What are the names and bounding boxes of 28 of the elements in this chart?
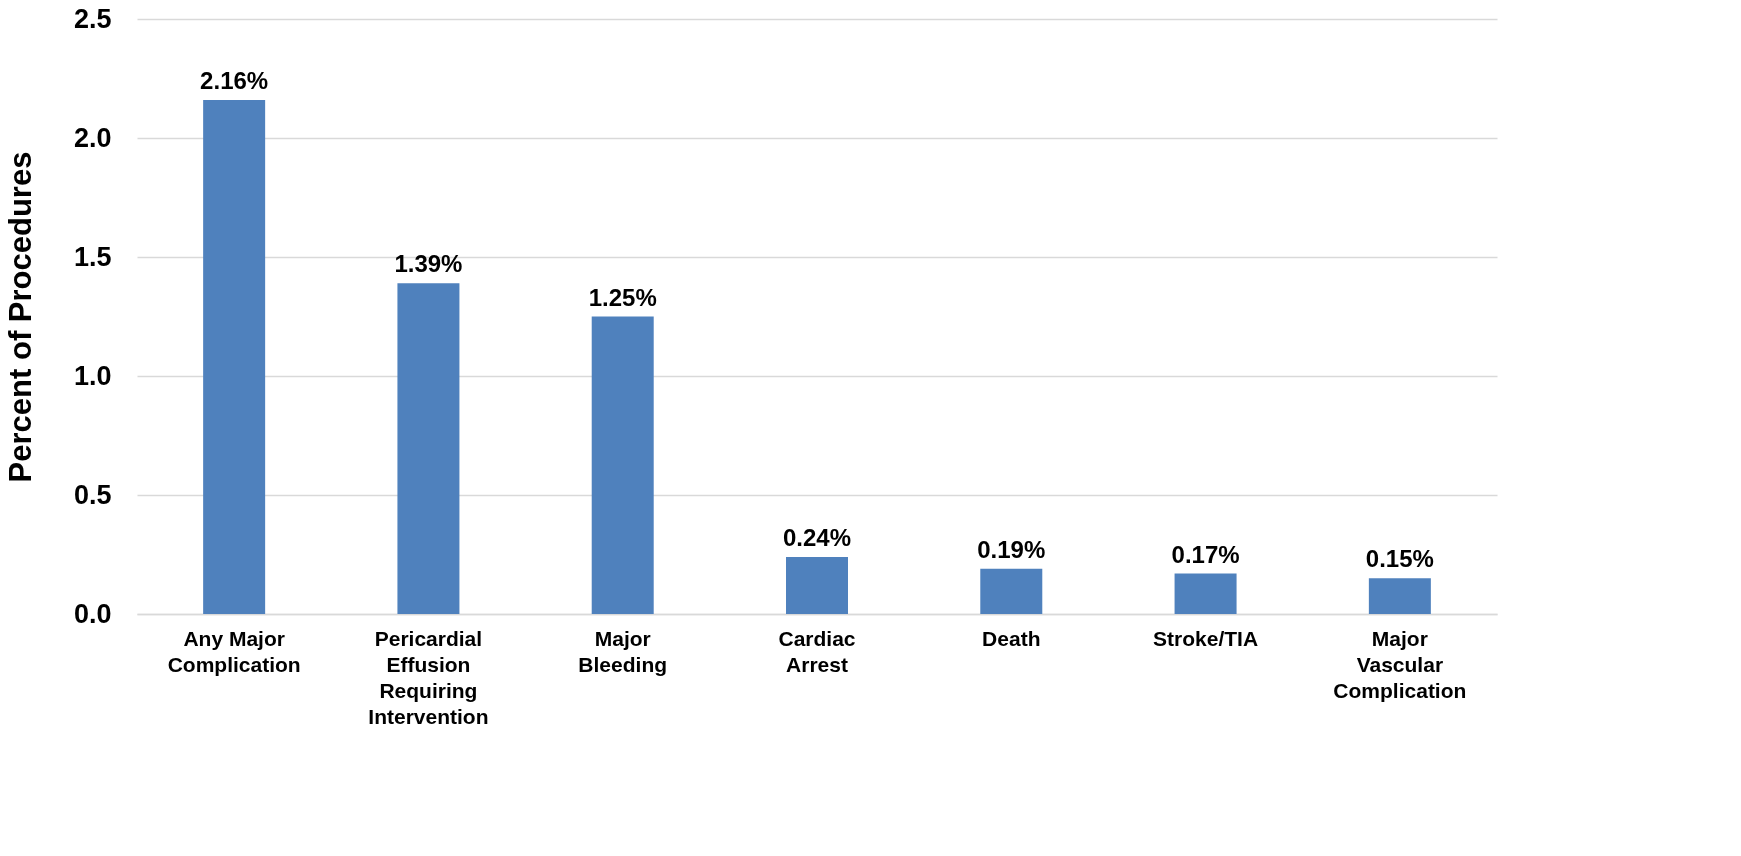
y-tick-label: 1.0 [73, 360, 112, 391]
bar [203, 99, 266, 614]
x-tick-label: Any Major Complication [167, 626, 301, 676]
data-label: 0.15% [1365, 545, 1434, 573]
data-label: 0.24% [782, 523, 852, 551]
y-tick-label: 2.5 [73, 3, 112, 34]
y-axis-title: Percent of Procedures [2, 151, 38, 483]
x-tick-label: Major Bleeding [578, 626, 668, 676]
data-label: 1.39% [394, 250, 463, 278]
bar [980, 568, 1043, 614]
bar [1368, 578, 1431, 614]
data-label: 2.16% [200, 66, 269, 94]
y-tick-label: 0.0 [73, 598, 112, 629]
bar [786, 556, 848, 614]
bar [1174, 573, 1237, 614]
y-tick-label: 1.5 [73, 241, 112, 272]
bar [591, 316, 654, 614]
data-label: 0.17% [1171, 540, 1240, 568]
y-tick-label: 2.0 [73, 122, 112, 153]
x-tick-label: Pericardial Effusion Requiring Intervention [368, 626, 489, 728]
x-tick-label: Cardiac Arrest [778, 626, 856, 676]
bar [397, 283, 460, 614]
x-tick-label: Stroke/TIA [1153, 626, 1259, 650]
x-tick-label: Death [982, 626, 1041, 650]
x-tick-label: Major Vascular Complication [1333, 626, 1467, 702]
data-label: 1.25% [588, 283, 657, 311]
data-label: 0.19% [977, 535, 1046, 563]
y-tick-label: 0.5 [73, 479, 112, 510]
